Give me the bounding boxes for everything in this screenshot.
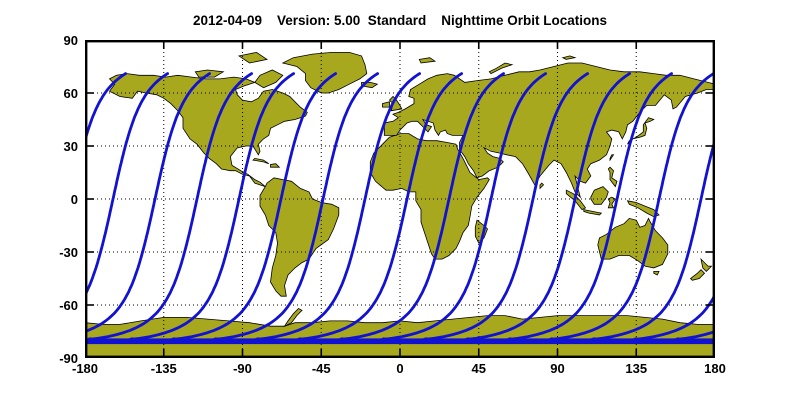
landmass-north_america (108, 73, 308, 187)
x-tick-label: -180 (71, 361, 99, 376)
orbit-track (130, 72, 421, 344)
y-tick-label: 90 (63, 33, 78, 48)
y-tick-label: -60 (59, 298, 78, 313)
landmass-ireland (382, 101, 390, 108)
landmass-sulawesi (607, 196, 616, 209)
landmass-java (583, 209, 603, 216)
orbit-track (85, 72, 337, 344)
plot-frame (85, 40, 715, 358)
orbit-track (88, 72, 379, 344)
landmass-hispaniola (270, 163, 281, 168)
orbit-track (85, 72, 169, 298)
landmass-antarctic_peninsula (283, 308, 303, 328)
x-tick-label: -45 (311, 361, 331, 376)
landmass-new_zealand_south (689, 269, 706, 281)
y-tick-label: -30 (59, 245, 78, 260)
orbit-track (214, 72, 505, 344)
landmass-cuba (252, 157, 270, 165)
landmass-greenland (281, 52, 368, 94)
x-tick-label: 0 (396, 361, 404, 376)
x-tick-label: 90 (550, 361, 565, 376)
y-tick-label: 30 (63, 139, 78, 154)
orbit-track (382, 72, 673, 344)
landmass-novaya_zemlya (488, 62, 514, 75)
orbit-track (298, 72, 589, 344)
orbit-track (85, 72, 127, 146)
orbit-track (424, 72, 715, 344)
orbit-track (340, 72, 631, 344)
plot-area (85, 40, 715, 358)
landmass-severnaya_zemlya (561, 55, 577, 60)
orbit-track (85, 72, 211, 333)
landmass-australia (597, 217, 669, 269)
landmass-taiwan (609, 154, 615, 162)
orbit-track (256, 72, 547, 344)
landmass-philippines (607, 166, 618, 188)
y-tick-label: 0 (70, 192, 78, 207)
landmass-ellesmere_island (237, 51, 269, 64)
y-tick-label: 60 (63, 86, 78, 101)
orbit-track (508, 291, 715, 344)
x-tick-label: 135 (625, 361, 648, 376)
x-tick-label: 45 (471, 361, 486, 376)
orbit-track (85, 72, 295, 344)
landmass-borneo (590, 186, 609, 205)
x-tick-label: -90 (233, 361, 252, 376)
landmass-tasmania (653, 271, 660, 276)
chart-title: 2012-04-09 Version: 5.00 Standard Nightt… (192, 13, 608, 28)
orbit-track (172, 72, 463, 344)
y-tick-label: -90 (59, 351, 78, 366)
orbit-track (466, 135, 715, 344)
landmass-new_zealand_north (700, 257, 713, 272)
landmass-svalbard (418, 57, 437, 64)
landmass-baffin_island (254, 69, 284, 89)
landmass-sri_lanka (539, 182, 545, 190)
world-map-canvas (85, 40, 715, 358)
x-tick-label: 180 (704, 361, 726, 376)
orbit-track (85, 72, 253, 342)
x-tick-label: -135 (150, 361, 177, 376)
